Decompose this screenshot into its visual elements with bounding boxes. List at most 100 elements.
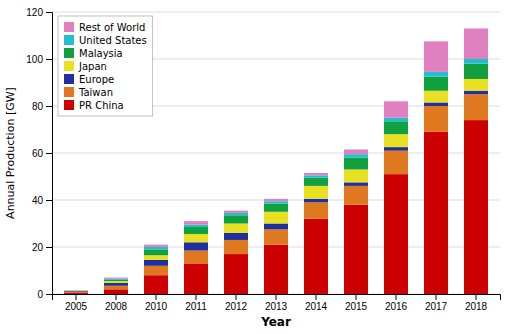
- tick-label: 2018: [465, 301, 488, 312]
- bar: [104, 281, 128, 283]
- bar: [304, 173, 328, 175]
- tick-label: 80: [32, 101, 44, 112]
- legend-swatch: [64, 22, 74, 32]
- bar: [424, 102, 448, 106]
- tick: 0: [37, 289, 52, 300]
- legend-item: Europe: [64, 74, 114, 85]
- tick: 2012: [225, 294, 248, 312]
- tick-label: 2016: [385, 301, 408, 312]
- tick-label: 60: [32, 148, 44, 159]
- bar: [384, 118, 408, 122]
- legend-label: Europe: [79, 74, 114, 85]
- bar: [64, 293, 88, 294]
- bar: [344, 169, 368, 182]
- tick-label: 0: [37, 289, 43, 300]
- tick: 40: [32, 195, 52, 206]
- x-axis: 2005200820102011201220132014201520162017…: [53, 294, 501, 312]
- tick-mark: [476, 294, 477, 300]
- legend-label: Rest of World: [79, 22, 145, 33]
- tick-mark: [356, 294, 357, 300]
- grid-line: [52, 12, 500, 13]
- bar: [264, 229, 288, 244]
- tick-label: 2011: [185, 301, 207, 312]
- tick-mark: [196, 294, 197, 300]
- x-axis-title: Year: [260, 315, 291, 329]
- y-axis-title: Annual Production [GW]: [4, 87, 17, 219]
- bar: [424, 77, 448, 91]
- legend: Rest of World United States Malaysia Japan E…: [58, 16, 153, 116]
- legend-label: Japan: [78, 61, 107, 72]
- bar: [264, 245, 288, 294]
- bar: [384, 174, 408, 294]
- tick-mark: [236, 294, 237, 300]
- bar: [184, 251, 208, 264]
- bar: [224, 233, 248, 240]
- bar: [384, 121, 408, 134]
- legend-swatch: [64, 61, 74, 71]
- bar: [104, 286, 128, 290]
- legend-swatch: [64, 35, 74, 45]
- tick: 120: [26, 7, 52, 18]
- bar: [184, 234, 208, 242]
- bar: [304, 202, 328, 218]
- tick-mark: [436, 294, 437, 300]
- legend-item: PR China: [64, 100, 124, 111]
- tick: 60: [32, 148, 52, 159]
- tick-label: 2010: [145, 301, 168, 312]
- tick: 2008: [105, 294, 128, 312]
- tick: 2018: [465, 294, 488, 312]
- bar: [264, 212, 288, 224]
- bar: [224, 213, 248, 215]
- tick-mark: [46, 247, 52, 248]
- bar: [64, 291, 88, 293]
- tick: 2016: [385, 294, 408, 312]
- bar: [104, 279, 128, 280]
- bar: [64, 290, 88, 291]
- bar: [304, 219, 328, 294]
- legend-item: Malaysia: [64, 48, 123, 59]
- legend-label: Taiwan: [78, 87, 113, 98]
- legend-swatch: [64, 48, 74, 58]
- legend-item: United States: [64, 35, 147, 46]
- bar: [264, 204, 288, 212]
- tick-mark: [396, 294, 397, 300]
- bar: [184, 263, 208, 294]
- bar-series: [64, 120, 488, 294]
- bar: [344, 205, 368, 294]
- y-axis: 0 20 40 60 80 100 120: [26, 7, 52, 300]
- tick-label: 2017: [425, 301, 448, 312]
- bar: [424, 72, 448, 77]
- bar: [384, 151, 408, 175]
- bar: [304, 178, 328, 186]
- legend-item: Japan: [64, 61, 107, 72]
- tick-label: 20: [32, 242, 44, 253]
- bar: [344, 154, 368, 158]
- bar: [224, 215, 248, 223]
- tick: 2014: [305, 294, 328, 312]
- bar: [264, 201, 288, 203]
- bar: [344, 186, 368, 205]
- tick: 2015: [345, 294, 368, 312]
- bar: [184, 227, 208, 234]
- legend-label: PR China: [79, 100, 124, 111]
- bar: [104, 280, 128, 281]
- tick-mark: [276, 294, 277, 300]
- bar: [144, 249, 168, 255]
- bar: [464, 64, 488, 79]
- legend-label: United States: [79, 35, 147, 46]
- bar: [384, 101, 408, 117]
- bar: [464, 120, 488, 294]
- tick: 2010: [145, 294, 168, 312]
- bar: [344, 149, 368, 154]
- bar: [264, 224, 288, 230]
- bar: [304, 175, 328, 177]
- legend-item: Rest of World: [64, 22, 145, 33]
- tick-mark: [46, 153, 52, 154]
- bar: [144, 255, 168, 260]
- tick-label: 2013: [265, 301, 288, 312]
- bar: [64, 290, 88, 291]
- tick: 100: [26, 54, 52, 65]
- tick-mark: [46, 106, 52, 107]
- bar-series: [64, 94, 488, 292]
- bar: [184, 225, 208, 227]
